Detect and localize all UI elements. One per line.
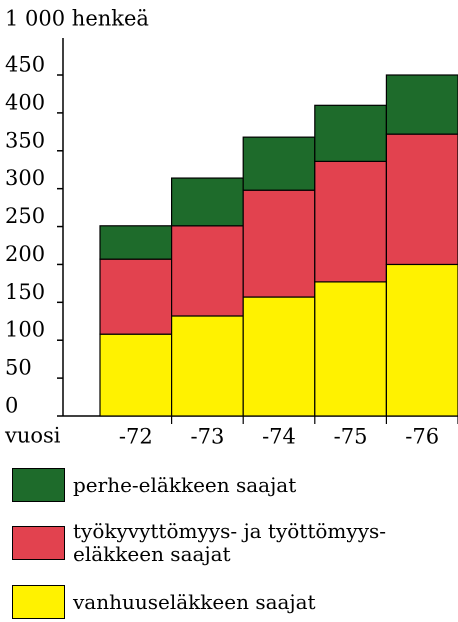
- bar-segment: [242, 136, 316, 191]
- y-tick-label: 150: [5, 280, 45, 304]
- legend-item: työkyvyttömyys- ja työttömyys- eläkkeen …: [12, 520, 386, 566]
- bar-segment: [171, 177, 244, 227]
- x-tick-label: -74: [262, 425, 296, 449]
- bar-segment: [242, 189, 316, 298]
- bar-segment: [171, 315, 244, 417]
- legend-swatch: [12, 585, 65, 619]
- y-tick-label: 400: [5, 90, 45, 114]
- y-tick-label: 200: [5, 242, 45, 266]
- x-tick-label: -75: [334, 425, 368, 449]
- bar-segment: [242, 296, 316, 417]
- x-tick-label: -73: [190, 425, 224, 449]
- x-tick-label: -76: [405, 425, 439, 449]
- x-axis-label: vuosi: [4, 424, 61, 448]
- bar-segment: [314, 104, 387, 162]
- bar-segment: [385, 133, 458, 266]
- legend-label: vanhuuseläkkeen saajat: [73, 589, 316, 614]
- legend-label: perhe-eläkkeen saajat: [73, 472, 297, 497]
- bar-segment: [99, 225, 173, 260]
- y-tick-label: 300: [5, 166, 45, 190]
- bar-segment: [171, 225, 244, 317]
- legend-swatch: [12, 526, 65, 560]
- bar-segment: [385, 263, 458, 417]
- y-tick-label: 0: [5, 394, 18, 418]
- legend-item: perhe-eläkkeen saajat: [12, 468, 296, 502]
- legend-swatch: [12, 468, 65, 502]
- bar-segment: [99, 258, 173, 335]
- legend-item: vanhuuseläkkeen saajat: [12, 585, 316, 619]
- bar-segment: [314, 160, 387, 283]
- y-axis-label: 1 000 henkeä: [5, 7, 149, 31]
- bar-segment: [314, 281, 387, 417]
- y-tick-label: 250: [5, 204, 45, 228]
- bar-segment: [385, 74, 458, 135]
- y-tick-label: 100: [5, 318, 45, 342]
- y-tick-label: 450: [5, 53, 45, 77]
- bar-segment: [99, 333, 173, 417]
- y-tick-label: 50: [5, 356, 32, 380]
- legend-label: työkyvyttömyys- ja työttömyys- eläkkeen …: [73, 519, 387, 566]
- x-tick-label: -72: [119, 425, 153, 449]
- y-tick-label: 350: [5, 128, 45, 152]
